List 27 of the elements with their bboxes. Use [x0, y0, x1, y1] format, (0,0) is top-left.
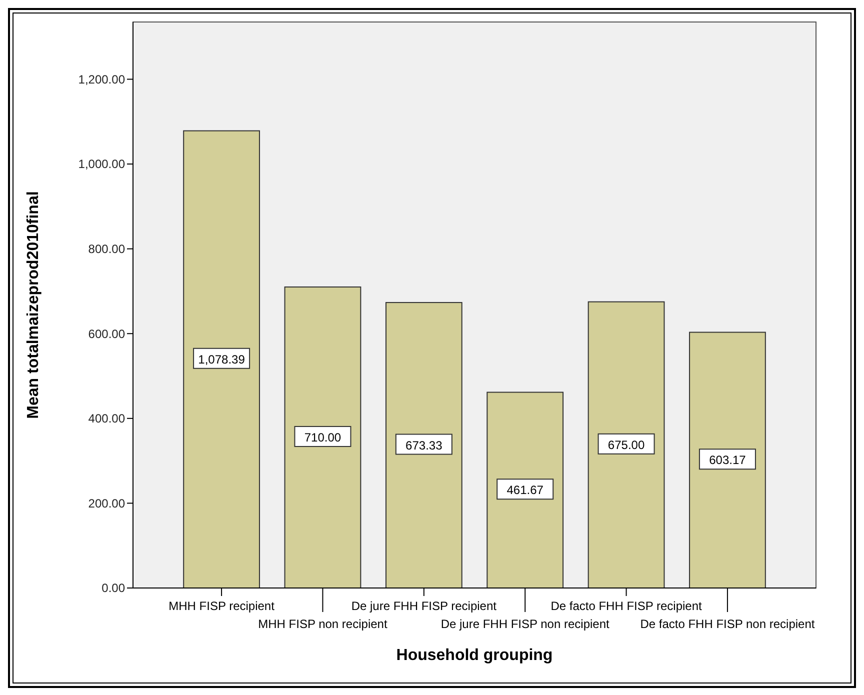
bar	[183, 130, 260, 588]
data-label: 675.00	[608, 438, 645, 452]
bar	[588, 301, 665, 588]
x-tick-label: De facto FHH FISP recipient	[550, 599, 703, 613]
y-tick-label: 600.00	[88, 326, 126, 341]
y-tick-label: 0.00	[102, 581, 126, 596]
x-tick-label: De facto FHH FISP non recipient	[640, 617, 816, 631]
y-tick-label: 1,200.00	[78, 72, 126, 86]
data-label: 603.17	[709, 453, 746, 468]
x-tick-label: De jure FHH FISP non recipient	[440, 617, 610, 631]
x-tick-label: MHH FISP non recipient	[258, 617, 388, 631]
y-axis-title: Mean totalmaizeprod2010final	[25, 191, 42, 419]
y-tick-label: 1,000.00	[78, 157, 126, 172]
bar	[284, 286, 362, 588]
bar	[486, 392, 564, 588]
y-tick-label: 200.00	[88, 496, 126, 510]
x-axis-title: Household grouping	[396, 647, 553, 664]
bar	[385, 302, 462, 588]
data-label: 461.67	[506, 483, 544, 498]
data-label: 1,078.39	[198, 352, 246, 366]
y-tick-label: 400.00	[88, 412, 126, 426]
x-tick-label: MHH FISP recipient	[168, 599, 276, 613]
y-tick-label: 800.00	[88, 242, 126, 256]
data-label: 673.33	[406, 438, 443, 452]
bar	[689, 332, 766, 588]
x-tick-label: De jure FHH FISP recipient	[351, 599, 498, 613]
data-label: 710.00	[304, 430, 342, 444]
